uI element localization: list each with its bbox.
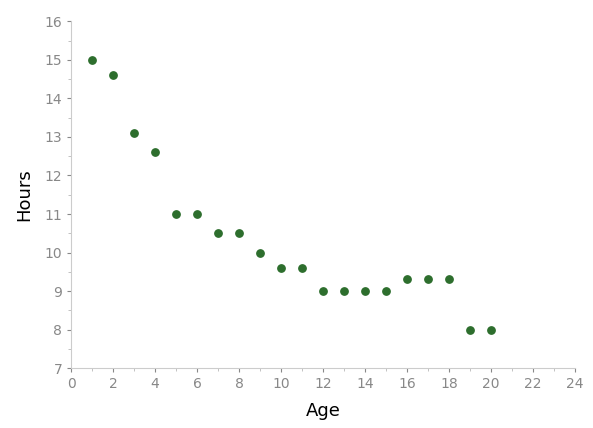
Point: [445, 276, 454, 283]
Point: [486, 326, 496, 333]
Point: [276, 265, 286, 271]
Y-axis label: Hours: Hours: [15, 168, 33, 221]
Point: [129, 130, 139, 137]
Point: [192, 211, 202, 217]
Point: [298, 265, 307, 271]
Point: [213, 230, 223, 237]
Point: [381, 288, 391, 294]
X-axis label: Age: Age: [306, 402, 340, 420]
Point: [151, 149, 160, 156]
Point: [87, 56, 97, 63]
Point: [256, 249, 265, 256]
Point: [339, 288, 349, 294]
Point: [466, 326, 475, 333]
Point: [171, 211, 181, 217]
Point: [234, 230, 244, 237]
Point: [403, 276, 412, 283]
Point: [109, 72, 118, 79]
Point: [361, 288, 370, 294]
Point: [423, 276, 433, 283]
Point: [318, 288, 328, 294]
